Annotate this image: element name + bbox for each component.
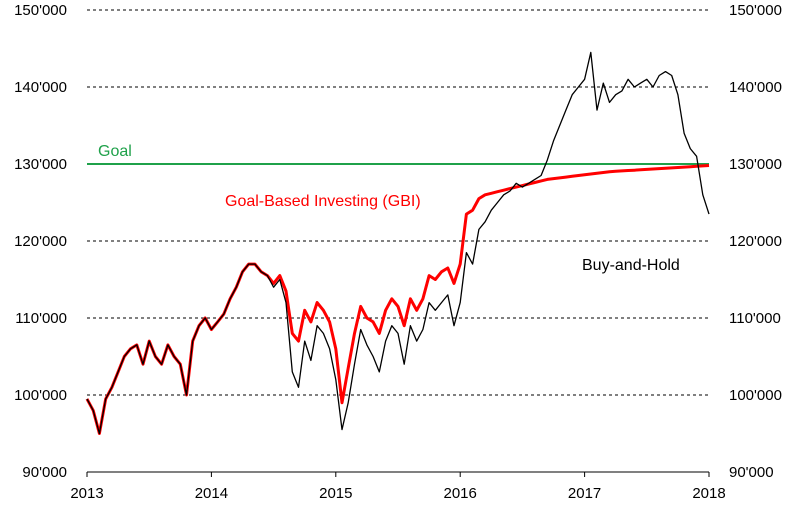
x-tick-labels: 2013 2014 2015 2016 2017 2018	[70, 485, 725, 502]
bah-series-line	[86, 51, 710, 435]
y-tick-label-left: 120'000	[14, 233, 67, 250]
x-tick-label: 2016	[444, 485, 477, 502]
x-tick-label: 2015	[319, 485, 352, 502]
y-tick-label-left: 100'000	[14, 387, 67, 404]
x-tick-label: 2014	[195, 485, 228, 502]
y-tick-label-left: 140'000	[14, 79, 67, 96]
goal-label: Goal	[98, 143, 132, 160]
y-tick-label-right: 90'000	[729, 464, 774, 481]
bah-label: Buy-and-Hold	[582, 257, 680, 274]
y-tick-label-right: 100'000	[729, 387, 782, 404]
x-tick-label: 2018	[692, 485, 725, 502]
y-tick-label-right: 140'000	[729, 79, 782, 96]
y-tick-label-right: 120'000	[729, 233, 782, 250]
gbi-label: Goal-Based Investing (GBI)	[225, 193, 421, 210]
annotations: Goal Goal-Based Investing (GBI) Buy-and-…	[98, 143, 680, 274]
y-tick-label-left: 110'000	[15, 310, 67, 327]
y-tick-labels-right: 90'000 100'000 110'000 120'000 130'000 140'00…	[729, 2, 782, 481]
y-tick-label-left: 130'000	[14, 156, 67, 173]
series-lines	[85, 51, 710, 435]
y-tick-label-left: 90'000	[22, 464, 67, 481]
x-tick-label: 2013	[70, 485, 103, 502]
x-tick-label: 2017	[568, 485, 601, 502]
y-tick-labels-left: 90'000 100'000 110'000 120'000 130'000 140'00…	[14, 2, 67, 481]
y-tick-label-right: 150'000	[729, 2, 782, 19]
y-tick-label-left: 150'000	[14, 2, 67, 19]
y-tick-label-right: 110'000	[729, 310, 781, 327]
x-ticks	[86, 472, 710, 477]
y-tick-label-right: 130'000	[729, 156, 782, 173]
